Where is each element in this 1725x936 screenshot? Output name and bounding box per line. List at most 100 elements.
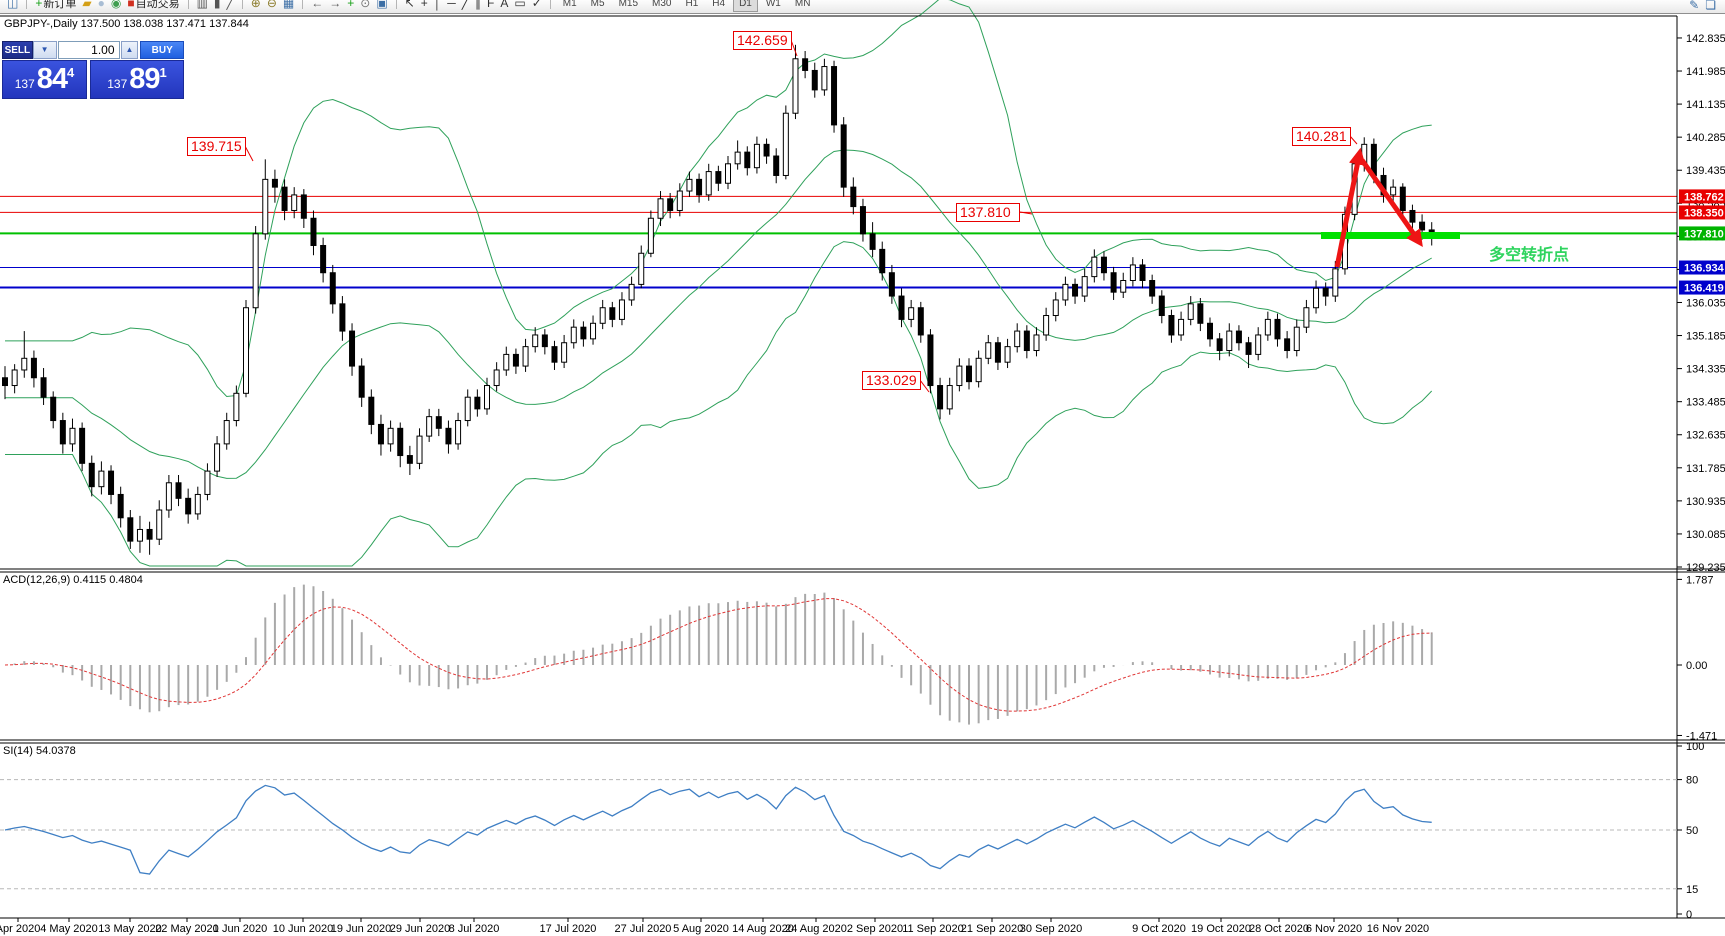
styles-icon[interactable]: ▰ xyxy=(82,0,92,10)
buy-button[interactable]: BUY xyxy=(140,41,184,59)
toolbar-separator xyxy=(395,0,397,9)
new-order-icon[interactable]: +新订单 xyxy=(35,0,77,10)
svg-text:14 Aug 2020: 14 Aug 2020 xyxy=(732,923,794,935)
volume-down-button[interactable]: ▼ xyxy=(32,41,57,59)
timeframe-m15[interactable]: M15 xyxy=(618,0,639,9)
tile-windows-icon[interactable]: ▦ xyxy=(282,0,295,10)
add-indicator-icon[interactable]: + xyxy=(347,0,355,10)
toolbar-separator xyxy=(549,0,551,9)
svg-text:17 Jul 2020: 17 Jul 2020 xyxy=(540,923,597,935)
line-chart-icon[interactable]: ╱ xyxy=(226,0,234,10)
sell-price-display[interactable]: 137 84 4 xyxy=(2,60,88,99)
sell-button[interactable]: SELL xyxy=(2,41,33,59)
chat-icon[interactable]: ❏ xyxy=(1705,0,1716,12)
svg-text:142.835: 142.835 xyxy=(1686,33,1725,45)
volume-input[interactable] xyxy=(57,41,120,59)
vline-icon[interactable]: │ xyxy=(433,0,442,10)
svg-text:15: 15 xyxy=(1686,884,1698,896)
candle-chart-icon[interactable]: ▮ xyxy=(213,0,221,10)
autotrade-icon[interactable]: ■自动交易 xyxy=(127,0,180,10)
svg-text:24 Aug 2020: 24 Aug 2020 xyxy=(785,923,847,935)
price-callout-label: 142.659 xyxy=(733,31,792,50)
timeframe-m30[interactable]: M30 xyxy=(652,0,672,9)
zoom-box-icon[interactable]: ◫ xyxy=(7,0,19,10)
price-callout-label: 133.029 xyxy=(862,371,921,390)
toolbar-separator xyxy=(187,0,189,9)
svg-text:139.435: 139.435 xyxy=(1686,165,1725,177)
svg-text:0.00: 0.00 xyxy=(1686,660,1707,672)
red-down-arrow xyxy=(1359,158,1423,247)
label-icon[interactable]: ▭ xyxy=(514,0,526,10)
price-callout-label: 140.281 xyxy=(1292,127,1351,146)
svg-text:27 Jul 2020: 27 Jul 2020 xyxy=(615,923,672,935)
svg-text:1.787: 1.787 xyxy=(1686,574,1714,586)
bollinger-lower-line xyxy=(5,241,1433,567)
svg-text:13 May 2020: 13 May 2020 xyxy=(98,923,162,935)
timeframe-h1[interactable]: H1 xyxy=(685,0,699,9)
price-tag xyxy=(1679,260,1725,275)
macd-pane: 1.787 0.00 -1.471 xyxy=(4,574,1717,742)
svg-text:28 Oct 2020: 28 Oct 2020 xyxy=(1249,923,1309,935)
svg-text:137.810: 137.810 xyxy=(1684,228,1724,240)
rsi-indicator-label: SI(14) 54.0378 xyxy=(3,745,76,757)
svg-text:5 Aug 2020: 5 Aug 2020 xyxy=(673,923,729,935)
shift-right-icon[interactable]: → xyxy=(329,0,342,10)
svg-text:Apr 2020: Apr 2020 xyxy=(0,923,40,935)
svg-text:138.350: 138.350 xyxy=(1684,207,1724,219)
svg-text:133.485: 133.485 xyxy=(1686,397,1725,409)
caret-up-icon: ▲ xyxy=(125,45,134,54)
text-icon[interactable]: A xyxy=(500,0,509,10)
svg-text:50: 50 xyxy=(1686,825,1698,837)
cursor-icon[interactable]: ↖ xyxy=(404,0,415,10)
green-pivot-bar xyxy=(1321,232,1460,239)
svg-text:10 Jun 2020: 10 Jun 2020 xyxy=(273,923,334,935)
svg-text:21 Sep 2020: 21 Sep 2020 xyxy=(961,923,1023,935)
shift-left-icon[interactable]: ← xyxy=(311,0,324,10)
svg-text:30 Sep 2020: 30 Sep 2020 xyxy=(1020,923,1082,935)
price-tag xyxy=(1679,280,1725,295)
toolbar-separator xyxy=(241,0,243,9)
cloud-icon[interactable]: ● xyxy=(97,0,105,10)
svg-text:22 May 2020: 22 May 2020 xyxy=(155,923,219,935)
svg-text:0: 0 xyxy=(1686,909,1692,921)
zoom-in-icon[interactable]: ⊕ xyxy=(250,0,261,10)
svg-text:136.419: 136.419 xyxy=(1684,283,1724,295)
globe-icon[interactable]: ◉ xyxy=(110,0,122,10)
trendline-icon[interactable]: ╱ xyxy=(461,0,469,10)
timeframe-h4[interactable]: H4 xyxy=(712,0,726,9)
buy-price-display[interactable]: 137 89 1 xyxy=(90,60,184,99)
arrows-icon[interactable]: ✓ xyxy=(531,0,542,10)
timeframe-m1[interactable]: M1 xyxy=(562,0,577,9)
edit-icon[interactable]: ✎ xyxy=(1689,0,1700,12)
svg-text:140.285: 140.285 xyxy=(1686,132,1725,144)
hline-icon[interactable]: ─ xyxy=(447,0,456,10)
price-tag xyxy=(1679,205,1725,220)
zoom-out-icon[interactable]: ⊖ xyxy=(266,0,277,10)
price-callout-label: 137.810 xyxy=(956,203,1020,222)
price-axis: 129.235 130.085 130.935 131.785 132.635 133.4… xyxy=(1677,33,1725,574)
period-clock-icon[interactable]: ⊙ xyxy=(360,0,371,10)
template-icon[interactable]: ▣ xyxy=(376,0,388,10)
fibonacci-icon[interactable]: F xyxy=(486,0,495,10)
svg-text:141.135: 141.135 xyxy=(1686,99,1725,111)
toolbar-right-icons[interactable]: ✎ ❏ xyxy=(1686,0,1719,13)
bar-chart-icon[interactable]: ▥ xyxy=(196,0,208,10)
svg-text:16 Nov 2020: 16 Nov 2020 xyxy=(1367,923,1429,935)
timeframe-w1[interactable]: W1 xyxy=(765,0,781,9)
macd-indicator-label: ACD(12,26,9) 0.4115 0.4804 xyxy=(3,574,143,586)
channel-icon[interactable]: ∥ xyxy=(474,0,481,10)
ohlc-values: 137.500 138.038 137.471 137.844 xyxy=(80,18,249,30)
timeframe-m5[interactable]: M5 xyxy=(590,0,605,9)
rsi-line xyxy=(4,784,1432,875)
price-tags: 138.762 138.350 137.810 136.934 136.419 xyxy=(1679,189,1725,295)
crosshair-icon[interactable]: + xyxy=(420,0,428,10)
svg-text:132.635: 132.635 xyxy=(1686,430,1725,442)
svg-text:6 Nov 2020: 6 Nov 2020 xyxy=(1306,923,1362,935)
svg-text:130.935: 130.935 xyxy=(1686,496,1725,508)
volume-up-button[interactable]: ▲ xyxy=(120,41,139,59)
bull-bear-turning-point-note: 多空转折点 xyxy=(1489,247,1570,264)
timeframe-d1[interactable]: D1 xyxy=(733,0,758,12)
timeframe-mn[interactable]: MN xyxy=(794,0,811,9)
